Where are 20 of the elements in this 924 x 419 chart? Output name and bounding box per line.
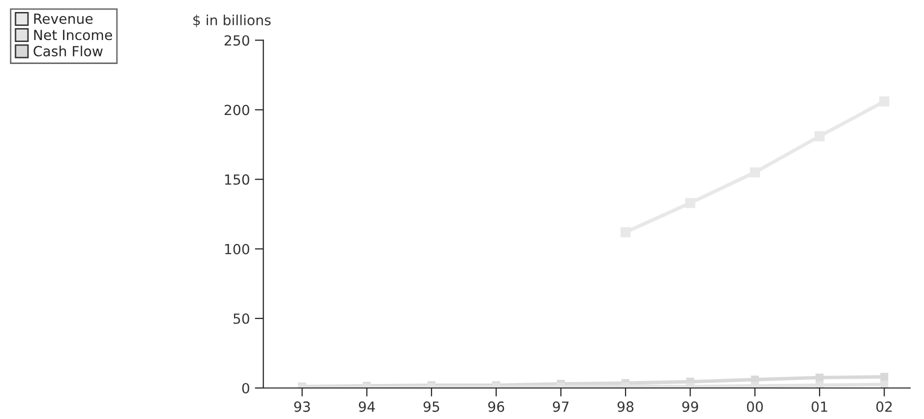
x-tick-label: 02 (876, 401, 892, 412)
x-tick-label: 94 (358, 401, 375, 412)
y-tick-label: 50 (234, 313, 250, 324)
y-tick-label: 150 (225, 174, 250, 185)
x-tick-label: 97 (552, 401, 569, 412)
legend-label: Net Income (34, 30, 112, 40)
x-tick-label: 95 (424, 401, 440, 412)
legend-label: Revenue (34, 14, 93, 24)
x-tick-label: 93 (294, 401, 310, 412)
x-tick-label: 99 (682, 401, 698, 412)
y-tick-label: 200 (224, 104, 250, 116)
x-tick-label: 96 (488, 401, 504, 412)
x-tick-label: 01 (812, 401, 828, 412)
y-axis-title: $ in billions (193, 14, 271, 28)
y-tick-label: 250 (224, 35, 250, 46)
y-tick-label: 100 (225, 244, 250, 254)
x-tick-label: 98 (618, 401, 634, 412)
y-tick-label: 0 (242, 382, 250, 394)
x-tick-label: 00 (746, 401, 763, 412)
legend-label: Cash Flow (34, 46, 103, 56)
